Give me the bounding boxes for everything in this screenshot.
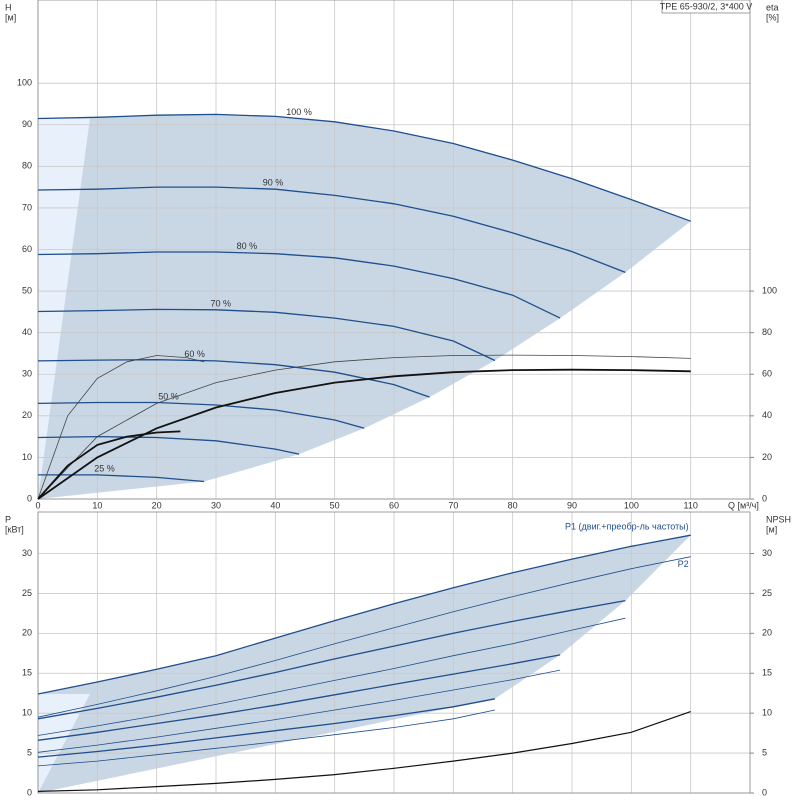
- plot-frame: [37, 0, 751, 500]
- y2-tick-label: 5: [762, 747, 767, 757]
- y-tick-label: 5: [27, 747, 32, 757]
- curve: [37, 251, 561, 319]
- x-tick-label: 50: [330, 500, 340, 510]
- x-tick-label: 70: [448, 500, 458, 510]
- x-axis-label: Q [м³/ч]: [728, 500, 759, 510]
- curve: [37, 308, 496, 362]
- y-tick-label: 15: [22, 668, 32, 678]
- y-axis-label: P: [5, 514, 11, 524]
- y-axis-label: H: [5, 2, 12, 12]
- y2-tick-label: 40: [762, 410, 772, 420]
- curve: [37, 654, 561, 741]
- curve-label: 60 %: [184, 349, 205, 359]
- min-flow-range: [38, 118, 90, 499]
- curve-label: 70 %: [210, 298, 231, 308]
- curve: [37, 698, 496, 758]
- y-tick-label: 20: [22, 410, 32, 420]
- y2-tick-label: 30: [762, 548, 772, 558]
- y2-tick-label: 0: [762, 787, 767, 797]
- curve: [37, 534, 691, 695]
- y-tick-label: 10: [22, 708, 32, 718]
- curve: [37, 430, 181, 500]
- y2-axis-label: eta: [766, 2, 779, 12]
- curve: [37, 709, 495, 767]
- curve: [37, 355, 205, 500]
- curve: [37, 711, 691, 792]
- curve: [37, 599, 626, 720]
- y-tick-label: 0: [27, 493, 32, 503]
- title-box: [661, 0, 751, 14]
- plot-frame: [37, 511, 751, 794]
- y-tick-label: 100: [17, 78, 32, 88]
- curve: [37, 113, 691, 222]
- y-axis-unit: [кВт]: [5, 524, 24, 534]
- x-tick-label: 20: [152, 500, 162, 510]
- curve: [37, 401, 365, 429]
- x-tick-label: 110: [683, 500, 697, 510]
- chart-title: TPE 65-930/2, 3*400 V: [660, 1, 753, 11]
- curve-label: 90 %: [263, 177, 284, 187]
- y2-tick-label: 60: [762, 369, 772, 379]
- curve-label: 100 %: [286, 107, 312, 117]
- x-tick-label: 10: [92, 500, 102, 510]
- y2-tick-label: 10: [762, 708, 772, 718]
- y-tick-label: 60: [22, 244, 32, 254]
- curve-label: 50 %: [158, 391, 179, 401]
- operating-range: [38, 114, 691, 500]
- x-tick-label: 0: [35, 500, 40, 510]
- operating-range: [38, 535, 691, 793]
- y2-tick-label: 20: [762, 628, 772, 638]
- curve: [37, 617, 626, 736]
- y-tick-label: 80: [22, 161, 32, 171]
- curve: [37, 435, 300, 455]
- curve: [37, 359, 430, 398]
- y2-tick-label: 20: [762, 452, 772, 462]
- curve-label: 80 %: [237, 241, 258, 251]
- x-tick-label: 90: [567, 500, 577, 510]
- curve: [37, 186, 626, 274]
- y2-tick-label: 80: [762, 327, 772, 337]
- y-tick-label: 70: [22, 202, 32, 212]
- y2-tick-label: 100: [762, 285, 777, 295]
- y-tick-label: 30: [22, 548, 32, 558]
- y2-tick-label: 15: [762, 668, 772, 678]
- y-tick-label: 20: [22, 628, 32, 638]
- y-tick-label: 90: [22, 119, 32, 129]
- y-tick-label: 25: [22, 588, 32, 598]
- y-tick-label: 10: [22, 452, 32, 462]
- y2-tick-label: 25: [762, 588, 772, 598]
- y-axis-unit: [м]: [5, 12, 16, 22]
- x-tick-label: 30: [211, 500, 221, 510]
- curve-label: 25 %: [94, 464, 115, 474]
- x-tick-label: 40: [270, 500, 280, 510]
- x-tick-label: 80: [508, 500, 518, 510]
- y2-axis-unit: [м]: [766, 524, 777, 534]
- y-tick-label: 30: [22, 369, 32, 379]
- y-tick-label: 40: [22, 327, 32, 337]
- curve-label: P1 (двиг.+преобр-ль частоты): [565, 522, 689, 532]
- x-tick-label: 60: [389, 500, 399, 510]
- y2-axis-unit: [%]: [766, 12, 779, 22]
- curve: [37, 556, 691, 718]
- curve: [37, 669, 561, 753]
- y2-axis-label: NPSH: [766, 514, 791, 524]
- y-tick-label: 50: [22, 285, 32, 295]
- y2-tick-label: 0: [762, 493, 767, 503]
- curve: [38, 474, 205, 483]
- x-tick-label: 100: [624, 500, 639, 510]
- min-flow-range: [38, 694, 90, 793]
- y-tick-label: 0: [27, 787, 32, 797]
- curve-label: P2: [678, 559, 689, 569]
- curve: [37, 354, 691, 500]
